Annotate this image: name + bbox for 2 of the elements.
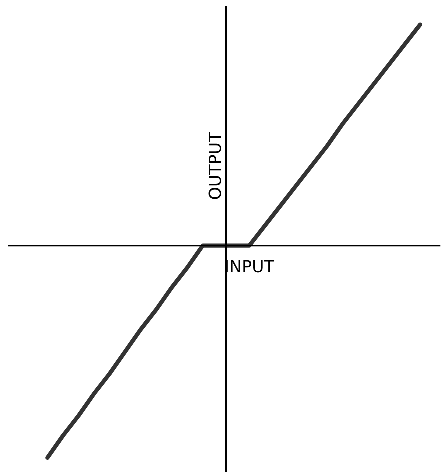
x-axis-title: INPUT	[226, 260, 275, 273]
y-axis-title: OUTPUT	[208, 132, 222, 200]
